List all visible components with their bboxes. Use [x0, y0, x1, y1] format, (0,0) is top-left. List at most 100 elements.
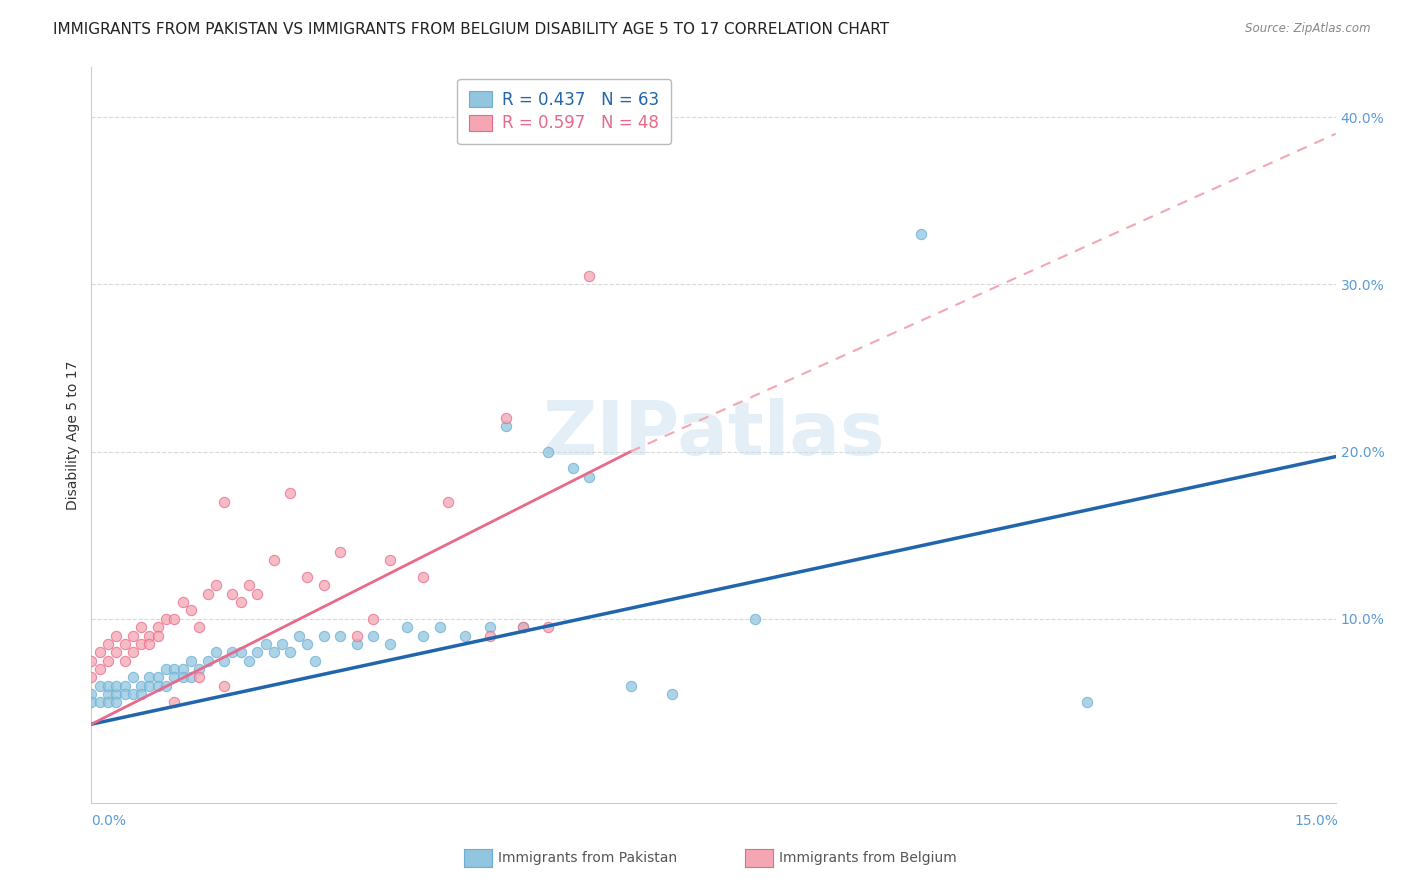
- Point: [105, 696, 128, 710]
- Point: [512, 620, 534, 634]
- Point: [97, 637, 120, 651]
- Point: [80, 687, 103, 701]
- Y-axis label: Disability Age 5 to 17: Disability Age 5 to 17: [66, 360, 80, 509]
- Point: [172, 662, 194, 676]
- Point: [105, 645, 128, 659]
- Point: [138, 670, 160, 684]
- Point: [89, 645, 111, 659]
- Point: [238, 578, 260, 592]
- Point: [212, 494, 235, 508]
- Point: [89, 696, 111, 710]
- Point: [129, 620, 152, 634]
- Point: [172, 595, 194, 609]
- Point: [163, 662, 186, 676]
- Point: [146, 679, 169, 693]
- Point: [536, 620, 558, 634]
- Point: [97, 679, 120, 693]
- Point: [180, 670, 202, 684]
- Point: [129, 687, 152, 701]
- Point: [254, 637, 277, 651]
- Point: [363, 612, 385, 626]
- Point: [363, 628, 385, 642]
- Point: [744, 612, 766, 626]
- Point: [180, 603, 202, 617]
- Point: [280, 645, 302, 659]
- Text: ZIPatlas: ZIPatlas: [543, 399, 884, 471]
- Point: [512, 620, 534, 634]
- Point: [155, 679, 177, 693]
- Point: [212, 654, 235, 668]
- Point: [221, 645, 243, 659]
- Point: [453, 628, 475, 642]
- Point: [121, 628, 145, 642]
- Point: [295, 637, 318, 651]
- Point: [163, 696, 186, 710]
- Point: [312, 628, 335, 642]
- Point: [155, 612, 177, 626]
- Point: [129, 679, 152, 693]
- Point: [437, 494, 460, 508]
- Point: [346, 628, 368, 642]
- Point: [1076, 696, 1098, 710]
- Text: Immigrants from Pakistan: Immigrants from Pakistan: [498, 851, 676, 865]
- Point: [80, 654, 103, 668]
- Point: [246, 587, 269, 601]
- Point: [188, 670, 211, 684]
- Point: [172, 670, 194, 684]
- Point: [188, 662, 211, 676]
- Point: [146, 628, 169, 642]
- Text: IMMIGRANTS FROM PAKISTAN VS IMMIGRANTS FROM BELGIUM DISABILITY AGE 5 TO 17 CORRE: IMMIGRANTS FROM PAKISTAN VS IMMIGRANTS F…: [53, 22, 890, 37]
- Point: [105, 687, 128, 701]
- Point: [378, 637, 401, 651]
- Point: [304, 654, 326, 668]
- Point: [89, 662, 111, 676]
- Point: [163, 612, 186, 626]
- Point: [121, 687, 145, 701]
- Point: [89, 679, 111, 693]
- Point: [129, 637, 152, 651]
- Point: [619, 679, 641, 693]
- Point: [287, 628, 309, 642]
- Point: [561, 461, 583, 475]
- Point: [280, 486, 302, 500]
- Point: [578, 469, 600, 483]
- Point: [97, 654, 120, 668]
- Point: [212, 679, 235, 693]
- Point: [578, 268, 600, 283]
- Point: [395, 620, 418, 634]
- Point: [105, 679, 128, 693]
- Point: [378, 553, 401, 567]
- Point: [429, 620, 451, 634]
- Point: [478, 628, 501, 642]
- Text: 15.0%: 15.0%: [1295, 814, 1339, 828]
- Legend: R = 0.437   N = 63, R = 0.597   N = 48: R = 0.437 N = 63, R = 0.597 N = 48: [457, 78, 671, 145]
- Point: [97, 687, 120, 701]
- Point: [180, 654, 202, 668]
- Point: [114, 687, 136, 701]
- Point: [661, 687, 683, 701]
- Point: [138, 679, 160, 693]
- Point: [412, 570, 434, 584]
- Point: [138, 628, 160, 642]
- Point: [910, 227, 932, 242]
- Point: [329, 545, 352, 559]
- Point: [197, 587, 219, 601]
- Point: [121, 645, 145, 659]
- Point: [138, 637, 160, 651]
- Point: [188, 620, 211, 634]
- Point: [163, 670, 186, 684]
- Point: [495, 419, 517, 434]
- Point: [412, 628, 434, 642]
- Point: [114, 637, 136, 651]
- Point: [205, 578, 228, 592]
- Point: [246, 645, 269, 659]
- Text: Immigrants from Belgium: Immigrants from Belgium: [779, 851, 956, 865]
- Point: [346, 637, 368, 651]
- Point: [121, 670, 145, 684]
- Point: [329, 628, 352, 642]
- Point: [146, 620, 169, 634]
- Point: [271, 637, 294, 651]
- Point: [238, 654, 260, 668]
- Point: [155, 662, 177, 676]
- Point: [221, 587, 243, 601]
